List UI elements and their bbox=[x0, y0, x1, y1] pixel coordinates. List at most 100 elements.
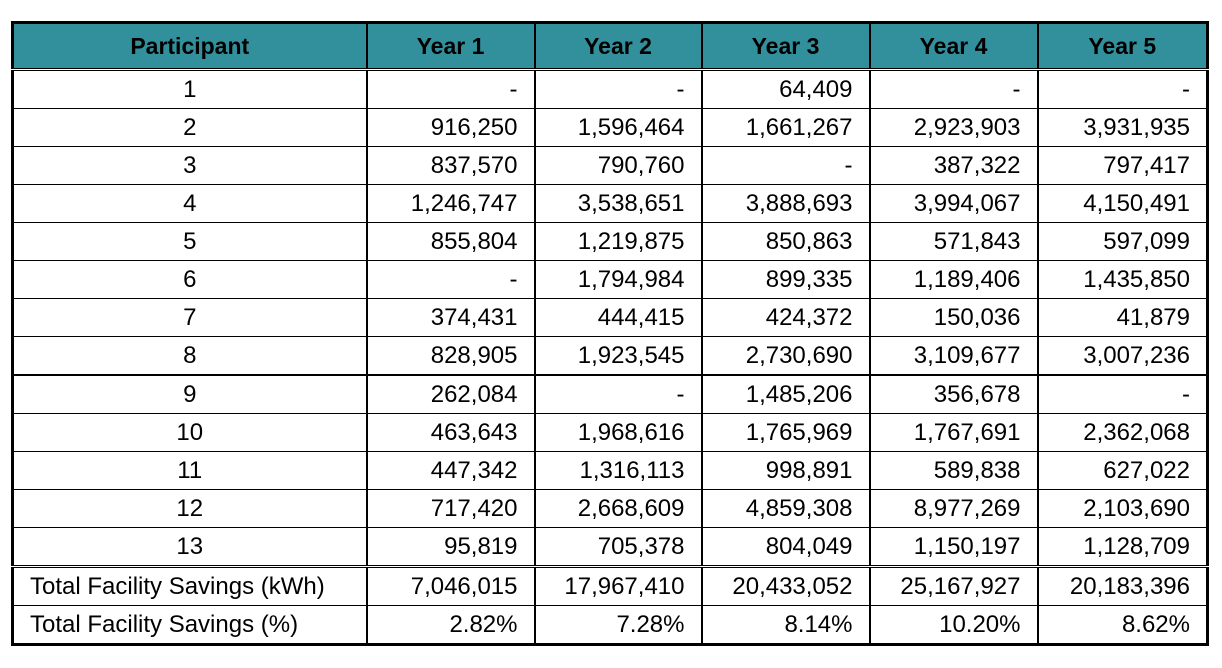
year-2-cell: 1,316,113 bbox=[533, 451, 702, 490]
header-year-5: Year 5 bbox=[1036, 21, 1209, 71]
year-5-cell: 627,022 bbox=[1036, 451, 1209, 490]
year-5-cell: 4,150,491 bbox=[1036, 184, 1209, 223]
table-row: 10 463,643 1,968,616 1,765,969 1,767,691 2,36… bbox=[11, 413, 1209, 452]
participant-cell: 8 bbox=[11, 336, 367, 376]
year-4-cell: 3,994,067 bbox=[868, 184, 1038, 223]
participant-cell: 1 bbox=[11, 69, 367, 109]
total-kwh-row: Total Facility Savings (kWh) 7,046,015 17,… bbox=[11, 565, 1209, 606]
total-year-3-cell: 20,433,052 bbox=[700, 565, 870, 606]
header-participant: Participant bbox=[11, 21, 367, 71]
year-1-cell: 1,246,747 bbox=[365, 184, 535, 223]
year-2-cell: 2,668,609 bbox=[533, 489, 702, 528]
year-5-cell: 3,007,236 bbox=[1036, 336, 1209, 376]
year-4-cell: - bbox=[868, 69, 1038, 109]
year-1-cell: - bbox=[365, 69, 535, 109]
year-2-cell: 790,760 bbox=[533, 146, 702, 185]
year-1-cell: 447,342 bbox=[365, 451, 535, 490]
total-percent-row: Total Facility Savings (%) 2.82% 7.28% 8.14… bbox=[11, 605, 1209, 646]
table-row: 12 717,420 2,668,609 4,859,308 8,977,269 2,10… bbox=[11, 489, 1209, 528]
year-2-cell: - bbox=[533, 69, 702, 109]
year-5-cell: 597,099 bbox=[1036, 222, 1209, 261]
year-3-cell: - bbox=[700, 146, 870, 185]
total-year-2-cell: 7.28% bbox=[533, 605, 702, 646]
participant-cell: 3 bbox=[11, 146, 367, 185]
table-row: 13 95,819 705,378 804,049 1,150,197 1,128,709 bbox=[11, 527, 1209, 567]
table-row: 6-1,794,984 899,335 1,189,406 1,435,850 bbox=[11, 260, 1209, 299]
header-year-4: Year 4 bbox=[868, 21, 1038, 71]
table-row: 11 447,342 1,316,113 998,891 589,838 627,022 bbox=[11, 451, 1209, 490]
header-year-2: Year 2 bbox=[533, 21, 702, 71]
year-3-cell: 998,891 bbox=[700, 451, 870, 490]
year-1-cell: 717,420 bbox=[365, 489, 535, 528]
year-1-cell: 855,804 bbox=[365, 222, 535, 261]
year-5-cell: 1,435,850 bbox=[1036, 260, 1209, 299]
year-4-cell: 3,109,677 bbox=[868, 336, 1038, 376]
year-4-cell: 571,843 bbox=[868, 222, 1038, 261]
table-row: 4 1,246,747 3,538,651 3,888,693 3,994,067 4,1… bbox=[11, 184, 1209, 223]
table-header: Participant Year 1 Year 2 Year 3 Year 4 … bbox=[11, 21, 1209, 71]
participant-cell: 7 bbox=[11, 298, 367, 337]
year-3-cell: 424,372 bbox=[700, 298, 870, 337]
total-year-1-cell: 7,046,015 bbox=[365, 565, 535, 606]
total-year-4-cell: 10.20% bbox=[868, 605, 1038, 646]
participant-cell: 2 bbox=[11, 108, 367, 147]
total-year-4-cell: 25,167,927 bbox=[868, 565, 1038, 606]
year-3-cell: 1,485,206 bbox=[700, 374, 870, 414]
header-year-1: Year 1 bbox=[365, 21, 535, 71]
year-2-cell: 1,596,464 bbox=[533, 108, 702, 147]
year-3-cell: 804,049 bbox=[700, 527, 870, 567]
participant-cell: 12 bbox=[11, 489, 367, 528]
year-3-cell: 1,661,267 bbox=[700, 108, 870, 147]
year-2-cell: 1,923,545 bbox=[533, 336, 702, 376]
total-label-cell: Total Facility Savings (%) bbox=[11, 605, 367, 646]
year-5-cell: 2,103,690 bbox=[1036, 489, 1209, 528]
year-3-cell: 2,730,690 bbox=[700, 336, 870, 376]
year-1-cell: 463,643 bbox=[365, 413, 535, 452]
year-2-cell: 705,378 bbox=[533, 527, 702, 567]
year-2-cell: 1,968,616 bbox=[533, 413, 702, 452]
year-2-cell: - bbox=[533, 374, 702, 414]
participant-cell: 4 bbox=[11, 184, 367, 223]
table-row: 8 828,905 1,923,545 2,730,690 3,109,677 3,007… bbox=[11, 336, 1209, 376]
year-3-cell: 850,863 bbox=[700, 222, 870, 261]
savings-table: Participant Year 1 Year 2 Year 3 Year 4 … bbox=[11, 21, 1209, 646]
year-4-cell: 589,838 bbox=[868, 451, 1038, 490]
participant-cell: 11 bbox=[11, 451, 367, 490]
year-2-cell: 1,794,984 bbox=[533, 260, 702, 299]
total-year-1-cell: 2.82% bbox=[365, 605, 535, 646]
year-4-cell: 1,150,197 bbox=[868, 527, 1038, 567]
year-5-cell: - bbox=[1036, 69, 1209, 109]
table-body: 1- -64,409- -2 916,250 1,596,464 1,661,267 2,9… bbox=[11, 69, 1209, 646]
year-5-cell: 41,879 bbox=[1036, 298, 1209, 337]
year-5-cell: 2,362,068 bbox=[1036, 413, 1209, 452]
year-4-cell: 356,678 bbox=[868, 374, 1038, 414]
year-3-cell: 1,765,969 bbox=[700, 413, 870, 452]
participant-cell: 9 bbox=[11, 374, 367, 414]
year-3-cell: 4,859,308 bbox=[700, 489, 870, 528]
year-4-cell: 2,923,903 bbox=[868, 108, 1038, 147]
table-row: 5 855,804 1,219,875 850,863 571,843 597,099 bbox=[11, 222, 1209, 261]
year-1-cell: 95,819 bbox=[365, 527, 535, 567]
year-2-cell: 444,415 bbox=[533, 298, 702, 337]
year-4-cell: 387,322 bbox=[868, 146, 1038, 185]
total-year-5-cell: 20,183,396 bbox=[1036, 565, 1209, 606]
header-year-3: Year 3 bbox=[700, 21, 870, 71]
year-1-cell: 374,431 bbox=[365, 298, 535, 337]
year-1-cell: - bbox=[365, 260, 535, 299]
year-4-cell: 1,767,691 bbox=[868, 413, 1038, 452]
total-label-cell: Total Facility Savings (kWh) bbox=[11, 565, 367, 606]
year-4-cell: 150,036 bbox=[868, 298, 1038, 337]
year-5-cell: 797,417 bbox=[1036, 146, 1209, 185]
table-row: 1- -64,409- - bbox=[11, 69, 1209, 109]
participant-cell: 5 bbox=[11, 222, 367, 261]
year-1-cell: 828,905 bbox=[365, 336, 535, 376]
year-5-cell: 1,128,709 bbox=[1036, 527, 1209, 567]
table-row: 7 374,431 444,415 424,372 150,036 41,879 bbox=[11, 298, 1209, 337]
total-year-5-cell: 8.62% bbox=[1036, 605, 1209, 646]
year-1-cell: 916,250 bbox=[365, 108, 535, 147]
year-2-cell: 3,538,651 bbox=[533, 184, 702, 223]
year-1-cell: 837,570 bbox=[365, 146, 535, 185]
year-1-cell: 262,084 bbox=[365, 374, 535, 414]
table-row: 2 916,250 1,596,464 1,661,267 2,923,903 3,931… bbox=[11, 108, 1209, 147]
year-4-cell: 8,977,269 bbox=[868, 489, 1038, 528]
